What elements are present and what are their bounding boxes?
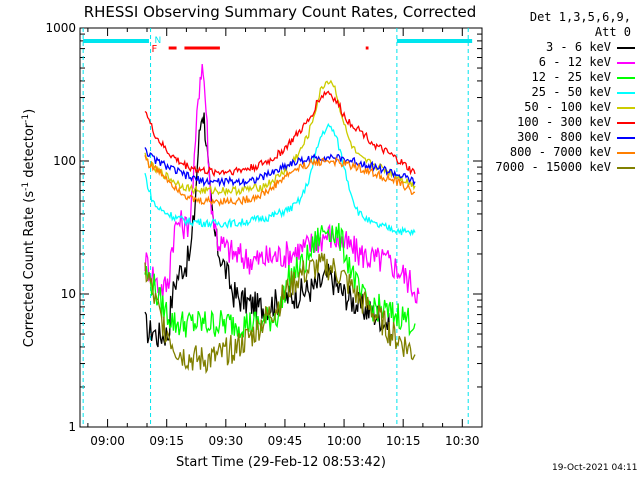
series-lines bbox=[144, 64, 420, 375]
legend-label: 100 - 300 keV bbox=[517, 115, 611, 129]
x-axis-label: Start Time (29-Feb-12 08:53:42) bbox=[176, 455, 386, 470]
legend-swatch bbox=[617, 121, 635, 124]
legend-item: 25 - 50 keV bbox=[490, 85, 635, 100]
y-tick-label: 100 bbox=[53, 154, 76, 168]
legend-label: 800 - 7000 keV bbox=[509, 145, 611, 159]
x-tick-label: 10:00 bbox=[327, 434, 362, 448]
series-line bbox=[144, 155, 416, 207]
legend-header-line1: Det 1,3,5,6,9, bbox=[529, 10, 631, 24]
legend-swatch bbox=[617, 106, 635, 109]
x-tick-label: 10:15 bbox=[386, 434, 421, 448]
legend-label: 7000 - 15000 keV bbox=[495, 160, 611, 174]
series-line bbox=[144, 122, 416, 237]
plot-frame bbox=[79, 27, 483, 428]
legend: Det 1,3,5,6,9, Att 0 3 - 6 keV 6 - 12 keV… bbox=[490, 10, 635, 175]
legend-label: 300 - 800 keV bbox=[517, 130, 611, 144]
legend-item: 100 - 300 keV bbox=[490, 115, 635, 130]
legend-item: 6 - 12 keV bbox=[490, 55, 635, 70]
legend-label: 12 - 25 keV bbox=[531, 70, 611, 84]
legend-item: 300 - 800 keV bbox=[490, 130, 635, 145]
legend-item: 12 - 25 keV bbox=[490, 70, 635, 85]
legend-label: 3 - 6 keV bbox=[545, 40, 611, 54]
legend-swatch bbox=[617, 166, 635, 169]
legend-swatch bbox=[617, 91, 635, 94]
y-tick-label: 1000 bbox=[45, 21, 76, 35]
series-line bbox=[144, 147, 416, 188]
legend-item: 800 - 7000 keV bbox=[490, 145, 635, 160]
legend-swatch bbox=[617, 151, 635, 154]
chart-title: RHESSI Observing Summary Count Rates, Co… bbox=[84, 3, 477, 21]
x-tick-label: 09:00 bbox=[90, 434, 125, 448]
legend-swatch bbox=[617, 76, 635, 79]
x-tick-label: 09:30 bbox=[209, 434, 244, 448]
legend-label: 6 - 12 keV bbox=[538, 55, 611, 69]
legend-label: 25 - 50 keV bbox=[531, 85, 611, 99]
legend-swatch bbox=[617, 136, 635, 139]
observing-markers: NF bbox=[82, 28, 473, 427]
timestamp: 19-Oct-2021 04:11 bbox=[552, 463, 638, 473]
axis-ticks: 1 10 100 1000 09:00 09:15 09:30 09:45 10:00 10:15… bbox=[45, 21, 483, 448]
series-line bbox=[144, 79, 416, 197]
x-tick-label: 10:30 bbox=[445, 434, 480, 448]
flare-label: F bbox=[152, 44, 158, 55]
night-label: N bbox=[155, 36, 162, 46]
legend-swatch bbox=[617, 46, 635, 49]
legend-item: 7000 - 15000 keV bbox=[490, 160, 635, 175]
legend-header-line2: Att 0 bbox=[594, 25, 631, 39]
y-tick-label: 1 bbox=[68, 420, 76, 434]
series-line bbox=[144, 252, 416, 375]
series-line bbox=[144, 90, 416, 178]
legend-item: 50 - 100 keV bbox=[490, 100, 635, 115]
y-tick-label: 10 bbox=[61, 287, 76, 301]
legend-item: 3 - 6 keV bbox=[490, 40, 635, 55]
legend-swatch bbox=[617, 61, 635, 64]
y-axis-label: Corrected Count Rate (s-1 detector-1) bbox=[21, 109, 37, 347]
x-tick-label: 09:45 bbox=[268, 434, 303, 448]
series-line bbox=[144, 64, 420, 304]
legend-label: 50 - 100 keV bbox=[524, 100, 611, 114]
x-tick-label: 09:15 bbox=[149, 434, 184, 448]
